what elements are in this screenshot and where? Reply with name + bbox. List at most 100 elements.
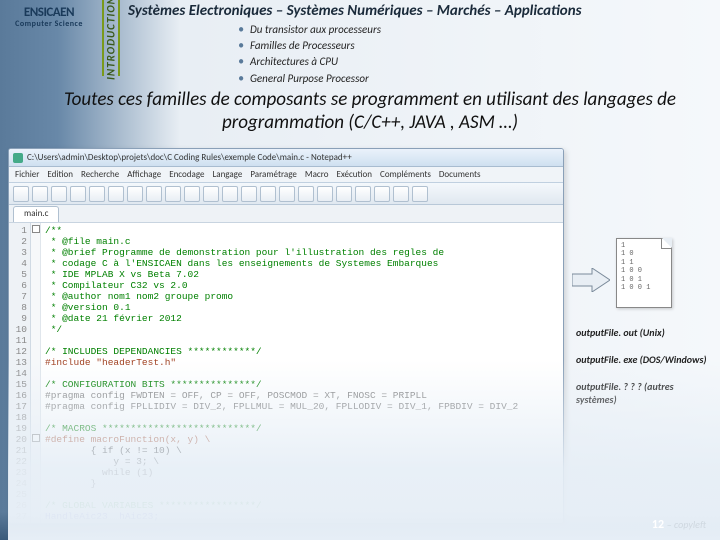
line-number: 22 [9, 456, 27, 467]
code-line [45, 335, 563, 346]
logo-line2: Computer Science [6, 20, 92, 29]
toolbar-button[interactable] [184, 186, 200, 202]
toolbar-button[interactable] [108, 186, 124, 202]
footer-band [0, 512, 720, 540]
fold-marker [31, 410, 40, 421]
toolbar-button[interactable] [412, 186, 428, 202]
toolbar-button[interactable] [317, 186, 333, 202]
toolbar-button[interactable] [279, 186, 295, 202]
code-line: * @brief Programme de demonstration pour… [45, 247, 563, 258]
menu-item[interactable]: Recherche [81, 169, 119, 180]
toolbar-button[interactable] [298, 186, 314, 202]
fold-marker [31, 300, 40, 311]
toolbar-button[interactable] [13, 186, 29, 202]
fold-marker[interactable] [31, 432, 40, 443]
fold-marker [31, 498, 40, 509]
fold-marker [31, 333, 40, 344]
line-number: 16 [9, 390, 27, 401]
menu-item[interactable]: Langage [212, 169, 242, 180]
page-number: 12 – copyleft [652, 518, 706, 532]
fold-marker [31, 487, 40, 498]
toolbar-button[interactable] [165, 186, 181, 202]
code-line: */ [45, 324, 563, 335]
bullet-item: General Purpose Processor [238, 71, 712, 87]
code-line: while (1) [45, 467, 563, 478]
slide-header: Systèmes Electroniques – Systèmes Numéri… [128, 2, 712, 87]
menu-item[interactable]: Paramétrage [250, 169, 297, 180]
menu-item[interactable]: Encodage [169, 169, 204, 180]
toolbar-button[interactable] [241, 186, 257, 202]
fold-marker [31, 388, 40, 399]
file-tab[interactable]: main.c [13, 206, 59, 222]
summary-text: Toutes ces familles de composants se pro… [40, 88, 700, 134]
bullet-item: Architectures à CPU [238, 54, 712, 70]
page-number-value: 12 [652, 518, 664, 532]
window-titlebar[interactable]: C:\Users\admin\Desktop\projets\doc\C Cod… [9, 149, 563, 167]
toolbar-button[interactable] [32, 186, 48, 202]
code-content[interactable]: /** * @file main.c * @brief Programme de… [41, 223, 563, 523]
ensicaen-logo: ENSICAEN Computer Science [6, 6, 92, 62]
toolbar-button[interactable] [374, 186, 390, 202]
app-icon [13, 153, 23, 163]
code-line: #pragma config FPLLIDIV = DIV_2, FPLLMUL… [45, 401, 563, 412]
line-number: 19 [9, 423, 27, 434]
toolbar-button[interactable] [146, 186, 162, 202]
toolbar-button[interactable] [393, 186, 409, 202]
code-line: y = 3; \ [45, 456, 563, 467]
line-number: 10 [9, 324, 27, 335]
toolbar[interactable] [9, 183, 563, 205]
line-number: 6 [9, 280, 27, 291]
line-number: 15 [9, 379, 27, 390]
output-list: outputFile. out (Unix)outputFile. exe (D… [576, 326, 712, 420]
binary-file-icon: 11 01 11 0 01 0 11 0 0 1 [616, 238, 672, 308]
toolbar-button[interactable] [355, 186, 371, 202]
bullet-item: Du transistor aux processeurs [238, 22, 712, 38]
notepad-window: C:\Users\admin\Desktop\projets\doc\C Cod… [8, 148, 564, 524]
toolbar-button[interactable] [222, 186, 238, 202]
toolbar-button[interactable] [89, 186, 105, 202]
menu-item[interactable]: Compléments [380, 169, 431, 180]
fold-marker[interactable] [31, 223, 40, 234]
code-line: /* MACROS ***************************/ [45, 423, 563, 434]
toolbar-button[interactable] [51, 186, 67, 202]
output-line: outputFile. ? ? ? (autres systèmes) [576, 380, 712, 406]
code-line: * Compilateur C32 vs 2.0 [45, 280, 563, 291]
code-line: * @date 21 février 2012 [45, 313, 563, 324]
code-line: #pragma config FWDTEN = OFF, CP = OFF, P… [45, 390, 563, 401]
code-area: 1234567891011121314151617181920212223242… [9, 223, 563, 523]
code-line: { if (x != 10) \ [45, 445, 563, 456]
fold-marker [31, 311, 40, 322]
slide-title: Systèmes Electroniques – Systèmes Numéri… [128, 2, 712, 20]
fold-marker [31, 256, 40, 267]
line-number: 5 [9, 269, 27, 280]
bin-row: 1 0 0 1 [621, 284, 667, 292]
toolbar-button[interactable] [70, 186, 86, 202]
line-number: 17 [9, 401, 27, 412]
menu-item[interactable]: Affichage [127, 169, 161, 180]
section-label: INTRODUCTION [102, 0, 120, 76]
logo-line1: ENSICAEN [6, 6, 92, 20]
code-line: #include "headerTest.h" [45, 357, 563, 368]
menu-item[interactable]: Fichier [15, 169, 39, 180]
toolbar-button[interactable] [260, 186, 276, 202]
toolbar-button[interactable] [336, 186, 352, 202]
code-line: * @version 0.1 [45, 302, 563, 313]
fold-marker [31, 366, 40, 377]
fold-marker [31, 234, 40, 245]
menubar[interactable]: Fichier Edition Recherche Affichage Encodage… [9, 167, 563, 183]
tab-strip[interactable]: main.c [9, 205, 563, 223]
toolbar-button[interactable] [203, 186, 219, 202]
toolbar-button[interactable] [127, 186, 143, 202]
line-number: 3 [9, 247, 27, 258]
menu-item[interactable]: Edition [47, 169, 73, 180]
code-line: } [45, 478, 563, 489]
arrow-icon [572, 268, 610, 292]
fold-column[interactable] [31, 223, 41, 523]
menu-item[interactable]: Exécution [336, 169, 372, 180]
line-number: 11 [9, 335, 27, 346]
bin-row: 1 0 0 [621, 267, 667, 275]
menu-item[interactable]: Documents [439, 169, 481, 180]
code-line: /** [45, 225, 563, 236]
line-number: 2 [9, 236, 27, 247]
menu-item[interactable]: Macro [305, 169, 329, 180]
